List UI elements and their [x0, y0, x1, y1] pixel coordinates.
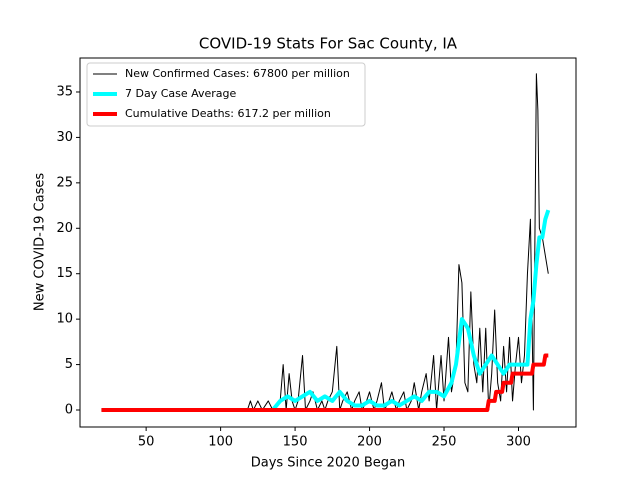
legend-label: 7 Day Case Average	[125, 87, 237, 100]
chart-title: COVID-19 Stats For Sac County, IA	[199, 35, 458, 53]
x-tick-label: 100	[208, 435, 233, 450]
x-tick-label: 300	[506, 435, 531, 450]
x-tick-label: 200	[357, 435, 382, 450]
plot-frame	[79, 57, 577, 428]
x-axis-label: Days Since 2020 Began	[251, 456, 406, 471]
x-tick-label: 150	[283, 435, 308, 450]
y-tick-label: 0	[65, 403, 73, 418]
series-line	[101, 209, 551, 413]
y-tick-label: 25	[56, 175, 73, 190]
y-tick-label: 15	[56, 266, 73, 281]
y-tick-label: 20	[56, 221, 73, 236]
series-line	[101, 73, 549, 411]
x-tick-label: 50	[138, 435, 155, 450]
y-tick-label: 35	[56, 84, 73, 99]
legend-label: Cumulative Deaths: 617.2 per million	[125, 107, 331, 120]
lines	[101, 73, 551, 413]
legend-label: New Confirmed Cases: 67800 per million	[125, 67, 350, 80]
y-tick-label: 5	[65, 357, 73, 372]
y-tick-label: 10	[56, 312, 73, 327]
y-axis-label: New COVID-19 Cases	[33, 173, 48, 311]
x-tick-label: 250	[432, 435, 457, 450]
plot-area	[101, 73, 551, 413]
legend: New Confirmed Cases: 67800 per million 7 …	[86, 62, 366, 127]
y-tick-label: 30	[56, 130, 73, 145]
legend-box	[86, 62, 366, 127]
series-line	[101, 353, 549, 413]
